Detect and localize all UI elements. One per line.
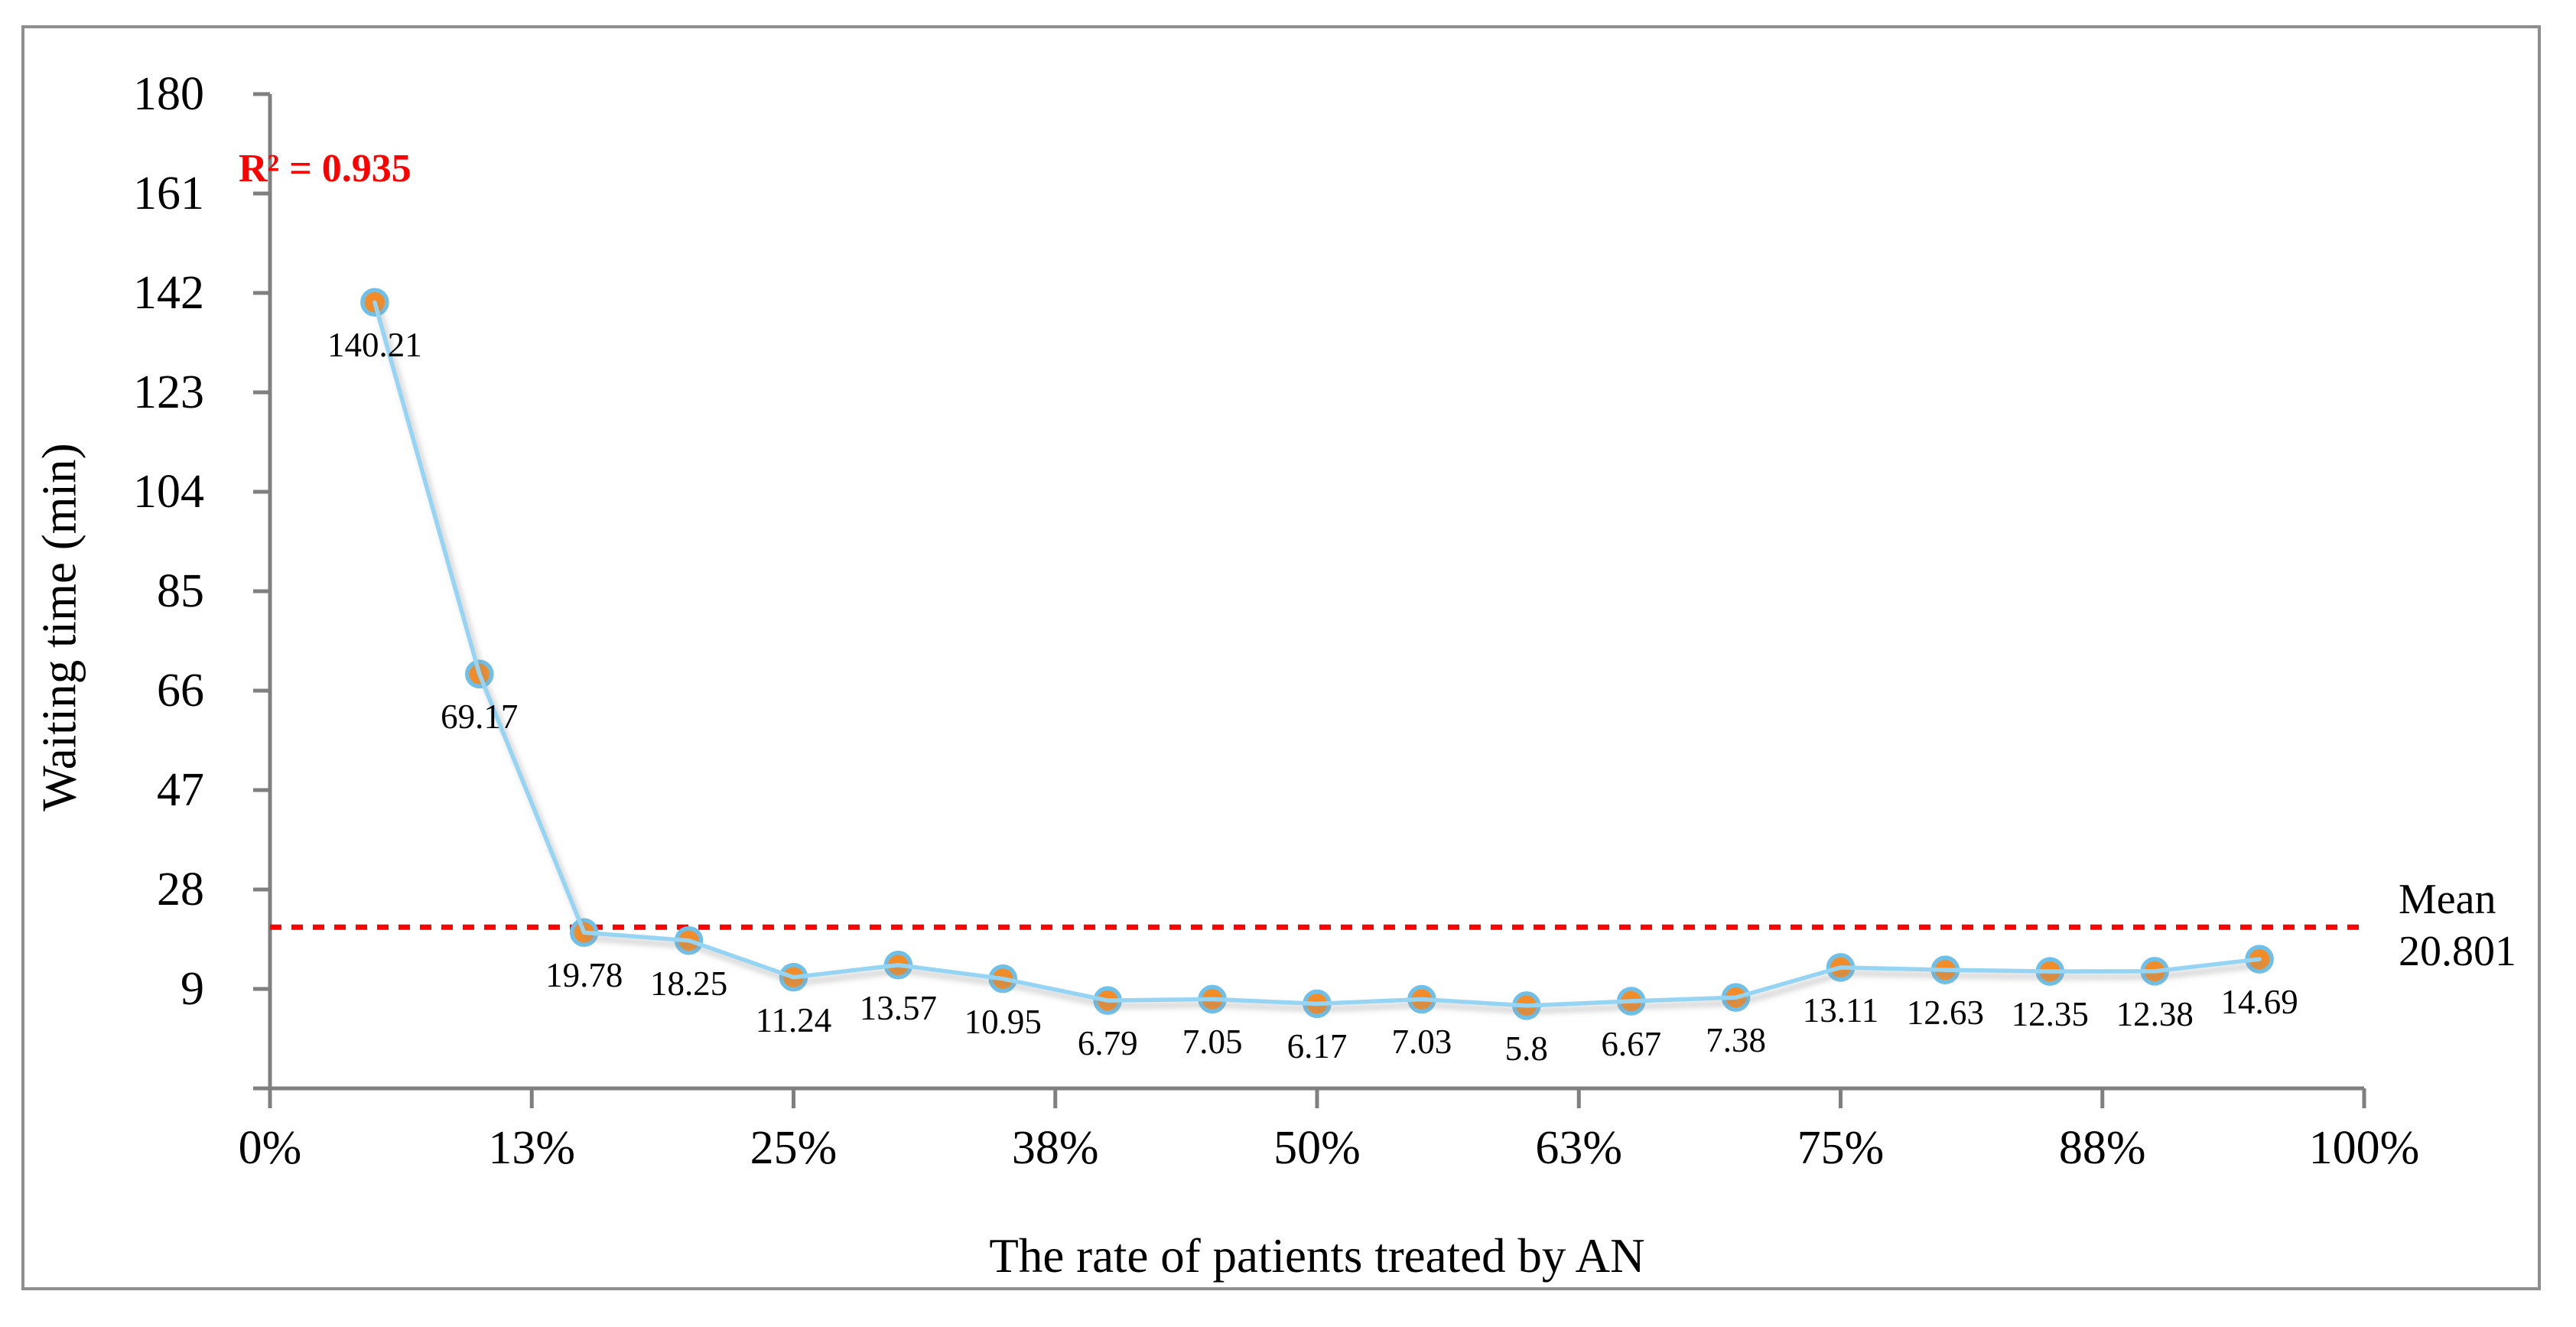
data-point-value-label: 13.57: [859, 988, 938, 1027]
data-point-value-label: 12.38: [2116, 994, 2194, 1033]
x-axis-tick-label: 50%: [1273, 1122, 1361, 1174]
y-axis-tick-label: 142: [133, 267, 204, 319]
data-point-value-label: 6.17: [1286, 1027, 1348, 1066]
x-axis-title: The rate of patients treated by AN: [989, 1229, 1645, 1283]
mean-line-label-value: 20.801: [2399, 928, 2516, 975]
data-point-value-label: 14.69: [2220, 983, 2298, 1022]
data-point-value-label: 19.78: [545, 956, 623, 995]
data-point-value-label: 6.79: [1077, 1024, 1138, 1063]
x-axis-tick-label: 63%: [1535, 1122, 1623, 1174]
r-squared-annotation: R² = 0.935: [239, 147, 411, 190]
x-axis-tick-label: 13%: [488, 1122, 576, 1174]
data-point-value-label: 18.25: [649, 964, 728, 1003]
x-axis-tick-label: 38%: [1011, 1122, 1099, 1174]
data-point-value-label: 7.05: [1182, 1023, 1243, 1062]
data-point-value-label: 12.35: [2011, 995, 2089, 1034]
y-axis-tick-label: 47: [157, 764, 204, 816]
data-point-value-label: 69.17: [441, 698, 519, 737]
y-axis-tick-label: 85: [157, 565, 204, 617]
data-point-value-label: 11.24: [755, 1000, 832, 1039]
polynomial-trendline: [372, 300, 2262, 1008]
y-axis-tick-label: 66: [157, 665, 204, 717]
x-axis-tick-label: 0%: [238, 1122, 302, 1174]
x-axis-tick-label: 25%: [750, 1122, 838, 1174]
x-axis-tick-label: 88%: [2058, 1122, 2146, 1174]
x-axis-tick-label: 100%: [2308, 1122, 2420, 1174]
y-axis-tick-label: 104: [133, 466, 204, 518]
data-point-value-label: 7.03: [1391, 1023, 1452, 1062]
figure-border: [21, 25, 2541, 1290]
data-point-value-label: 12.63: [1906, 994, 1985, 1033]
data-point-value-label: 140.21: [327, 326, 422, 365]
data-point-value-label: 7.38: [1706, 1021, 1766, 1060]
y-axis-tick-label: 123: [133, 366, 204, 418]
y-axis-tick-label: 161: [133, 168, 204, 220]
mean-line-label-text: Mean: [2399, 876, 2496, 923]
y-axis-tick-label: 9: [181, 963, 204, 1015]
mean-line-label: Mean 20.801: [2399, 873, 2516, 977]
data-point-value-label: 6.67: [1601, 1024, 1662, 1063]
y-axis-tick-label: 28: [157, 864, 204, 916]
data-point-value-label: 5.8: [1504, 1029, 1548, 1068]
data-point-value-label: 10.95: [964, 1002, 1042, 1041]
y-axis-tick-label: 180: [133, 68, 204, 120]
data-point-value-label: 13.11: [1802, 990, 1879, 1029]
x-axis-tick-label: 75%: [1797, 1122, 1885, 1174]
